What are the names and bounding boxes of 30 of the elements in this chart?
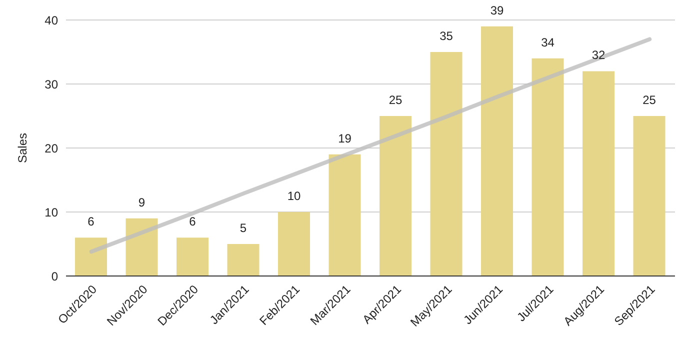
bar <box>126 218 158 276</box>
data-label: 5 <box>240 221 247 235</box>
bar <box>582 71 614 276</box>
data-label: 6 <box>88 214 95 229</box>
bar <box>481 26 513 276</box>
bar <box>532 58 564 276</box>
y-tick-label: 40 <box>44 13 58 28</box>
y-axis-title: Sales <box>15 132 30 164</box>
bar <box>176 238 208 276</box>
bar <box>380 116 412 276</box>
data-label: 25 <box>642 93 656 107</box>
y-tick-label: 10 <box>44 205 58 220</box>
y-tick-label: 30 <box>44 77 58 92</box>
bar <box>328 154 361 276</box>
data-label: 32 <box>592 48 606 62</box>
bar <box>278 212 310 276</box>
y-tick-label: 0 <box>51 269 58 284</box>
bar <box>227 244 260 276</box>
data-label: 10 <box>287 189 301 203</box>
data-label: 39 <box>490 3 504 18</box>
data-label: 35 <box>440 29 454 43</box>
data-label: 25 <box>388 93 402 107</box>
y-tick-label: 20 <box>44 141 58 156</box>
data-label: 9 <box>138 195 146 210</box>
bar <box>430 52 462 276</box>
bar <box>75 238 107 276</box>
data-label: 6 <box>189 214 196 229</box>
data-label: 19 <box>338 131 352 146</box>
data-label: 34 <box>541 35 555 50</box>
bar <box>633 116 666 276</box>
